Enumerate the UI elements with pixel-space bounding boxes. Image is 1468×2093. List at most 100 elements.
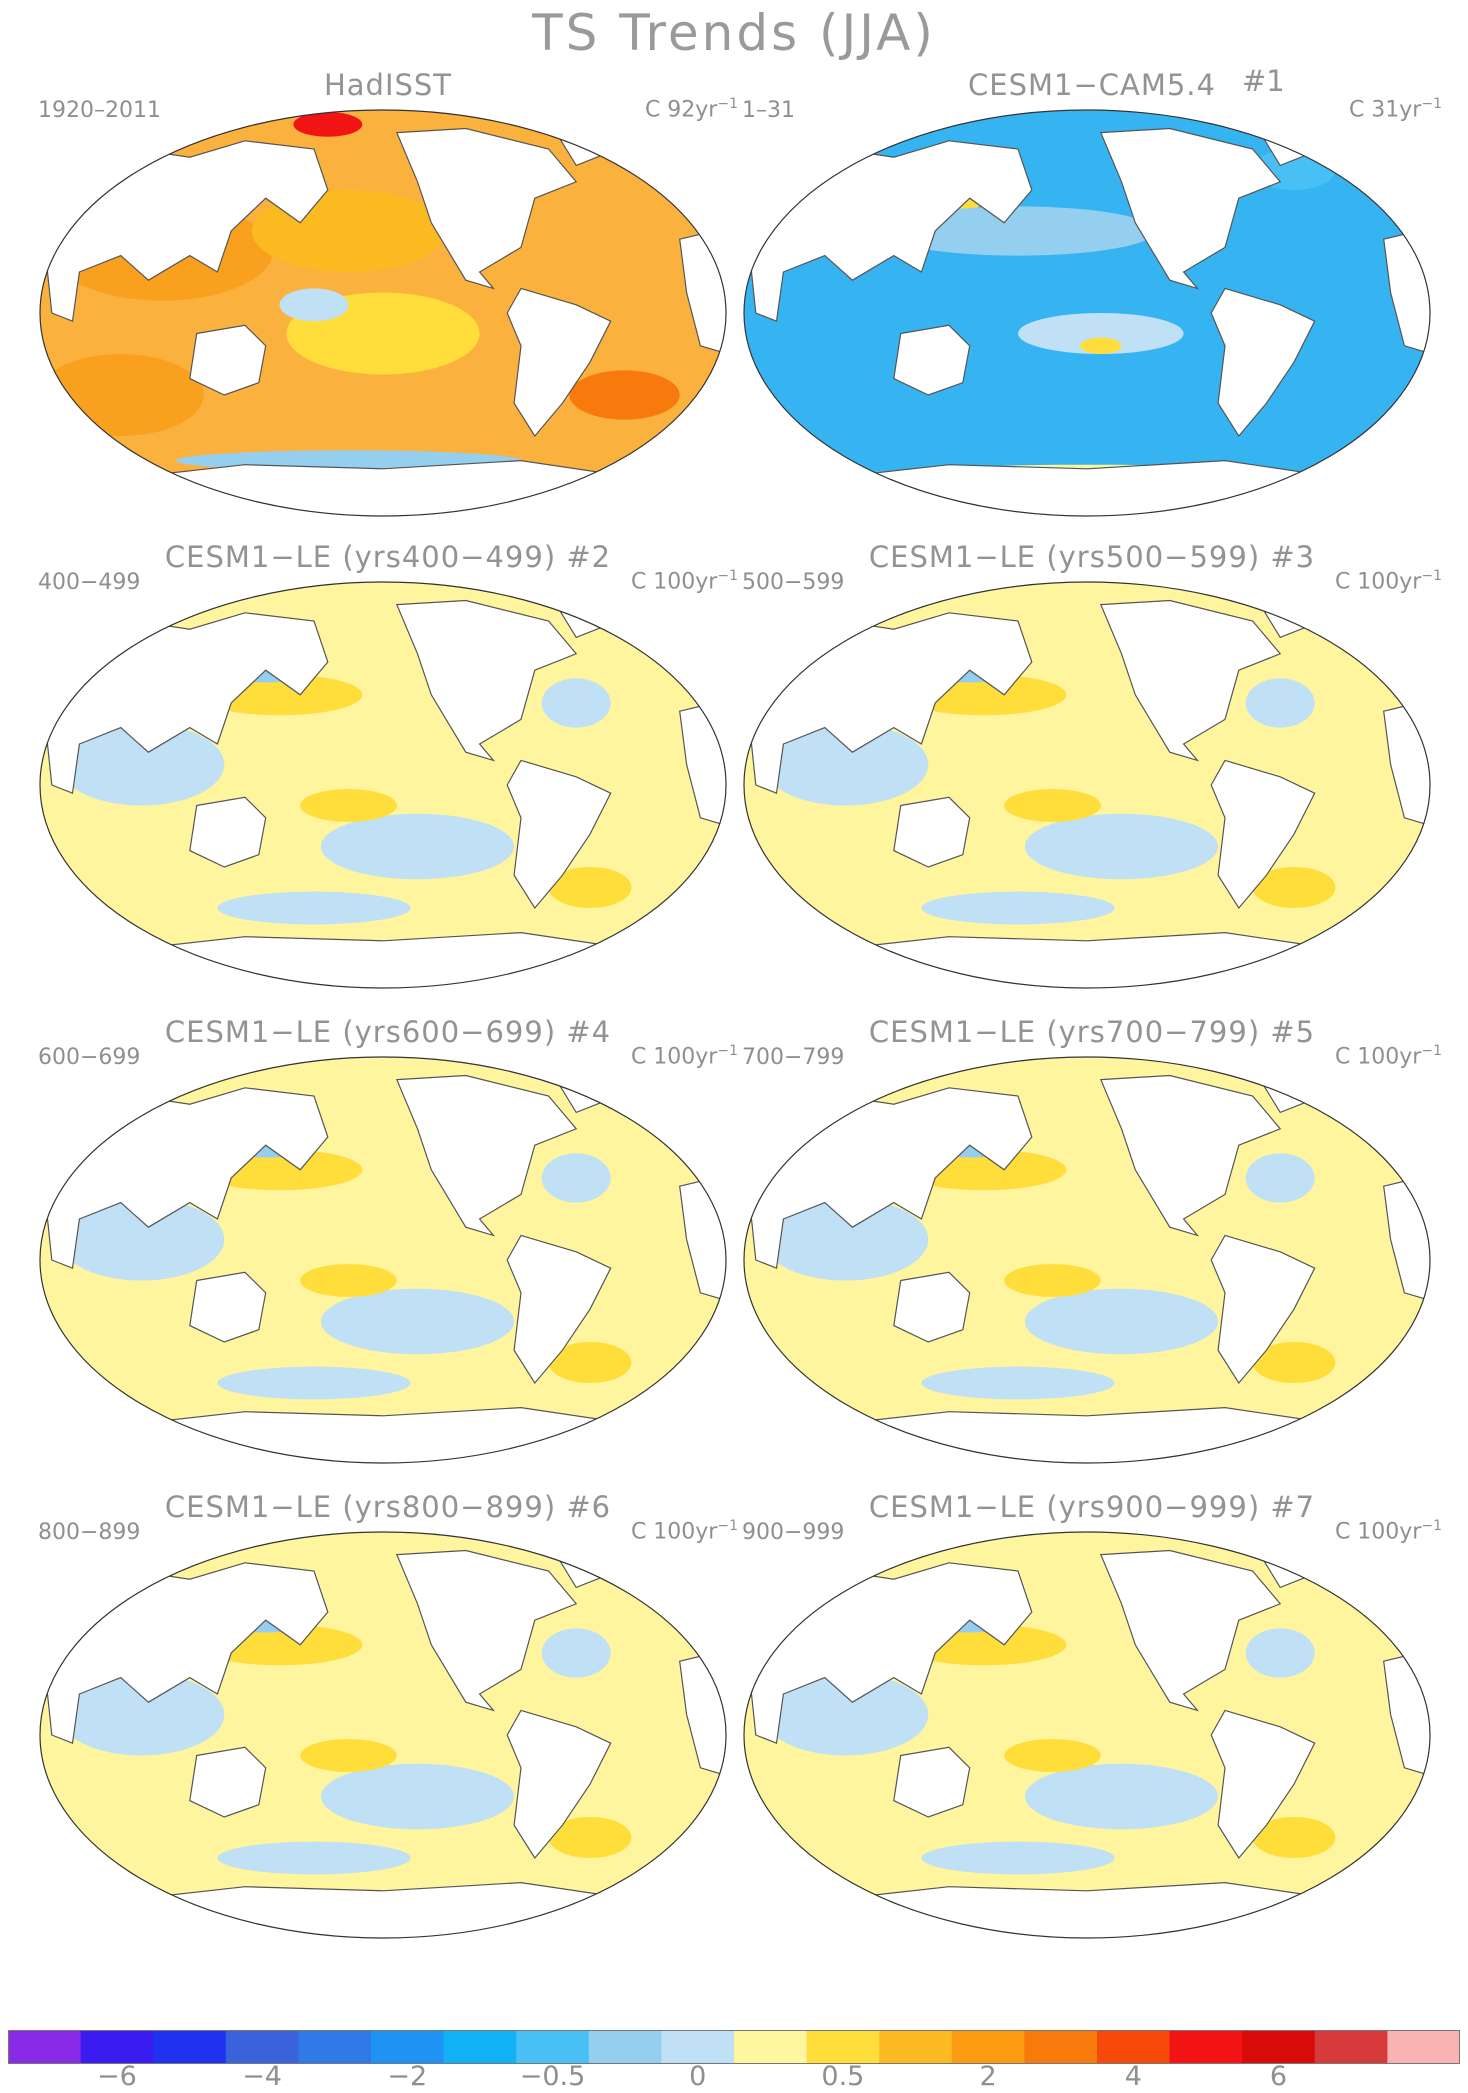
- map-panel: CESM1−LE (yrs600−699) #4 600−699 C 100yr−1: [38, 1015, 738, 1475]
- colorbar-tick-label: −0.5: [519, 2061, 586, 2092]
- land-mass: [1099, 1549, 1282, 1712]
- trend-region: [1252, 1817, 1336, 1858]
- trend-region: [293, 112, 363, 137]
- panel-number: #1: [1242, 64, 1285, 98]
- trend-region: [279, 288, 349, 322]
- panel-units: C 100yr−1: [1334, 1518, 1442, 1545]
- land-mass: [893, 1746, 971, 1818]
- map-plot: [39, 1531, 727, 1939]
- land-mass: [189, 1271, 267, 1343]
- land-mass: [1210, 287, 1316, 438]
- map-panel: CESM1−CAM5.4 #1 1–31 C 31yr−1: [742, 64, 1442, 528]
- land-mass: [395, 599, 578, 762]
- land-mass: [132, 1881, 633, 1938]
- land-mass: [189, 796, 267, 868]
- trend-region: [541, 1153, 611, 1203]
- trend-region: [320, 1288, 515, 1355]
- colorbar-swatch: [443, 2030, 517, 2064]
- colorbar-swatch: [516, 2030, 590, 2064]
- land-mass: [836, 459, 1337, 516]
- trend-region: [921, 1366, 1115, 1400]
- colorbar-swatch: [1387, 2030, 1460, 2064]
- panel-title: CESM1−LE (yrs600−699) #4: [164, 1015, 612, 1049]
- trend-region: [1245, 1628, 1315, 1678]
- colorbar-tick-label: 4: [1124, 2061, 1142, 2092]
- panel-period: 1920–2011: [38, 98, 161, 123]
- trend-region: [40, 354, 204, 436]
- trend-region: [1024, 813, 1219, 880]
- map-border: [743, 1056, 1431, 1464]
- trend-region: [762, 723, 929, 806]
- panel-units: C 100yr−1: [630, 568, 738, 595]
- panel-period: 700−799: [742, 1045, 845, 1070]
- land-mass: [836, 1406, 1337, 1463]
- panel-title: CESM1−LE (yrs900−999) #7: [868, 1490, 1316, 1524]
- map-panel: CESM1−LE (yrs700−799) #5 700−799 C 100yr−1: [742, 1015, 1442, 1475]
- map-border: [743, 581, 1431, 989]
- trend-region: [1024, 1288, 1219, 1355]
- trend-region: [58, 723, 225, 806]
- map-border: [743, 1531, 1431, 1939]
- map-panel: HadISST 1920–2011 C 92yr−1: [38, 68, 738, 528]
- trend-region: [1018, 313, 1184, 354]
- trend-region: [569, 370, 680, 420]
- map-border: [39, 1531, 727, 1939]
- panel-title: CESM1−LE (yrs500−599) #3: [868, 540, 1316, 574]
- colorbar-swatch: [588, 2030, 662, 2064]
- panel-period: 900−999: [742, 1520, 845, 1545]
- trend-region: [217, 1841, 411, 1875]
- trend-region: [541, 1628, 611, 1678]
- map-plot: [39, 581, 727, 989]
- map-plot: [743, 1531, 1431, 1939]
- land-mass: [132, 459, 633, 516]
- panel-units: C 100yr−1: [630, 1043, 738, 1070]
- land-mass: [1210, 1709, 1316, 1860]
- panel-units: C 31yr−1: [1348, 96, 1442, 123]
- panel-units: C 100yr−1: [1334, 568, 1442, 595]
- panel-period: 600−699: [38, 1045, 141, 1070]
- land-mass: [132, 931, 633, 988]
- trend-region: [1245, 1153, 1315, 1203]
- trend-region: [548, 1342, 632, 1383]
- colorbar-swatch: [1097, 2030, 1171, 2064]
- map-panel: CESM1−LE (yrs500−599) #3 500−599 C 100yr−1: [742, 540, 1442, 1000]
- trend-region: [217, 891, 411, 925]
- colorbar-tick-label: −2: [387, 2061, 428, 2092]
- land-mass: [893, 1271, 971, 1343]
- colorbar-swatch: [1242, 2030, 1316, 2064]
- trend-region: [58, 1198, 225, 1281]
- trend-region: [541, 678, 611, 728]
- trend-region: [1024, 1763, 1219, 1830]
- trend-region: [921, 891, 1115, 925]
- land-mass: [1210, 759, 1316, 910]
- land-mass: [836, 931, 1337, 988]
- map-plot: [39, 109, 727, 517]
- panel-period: 800−899: [38, 1520, 141, 1545]
- colorbar-tick-label: 6: [1269, 2061, 1288, 2092]
- land-mass: [1099, 1074, 1282, 1237]
- panel-period: 400−499: [38, 570, 141, 595]
- land-mass: [395, 127, 578, 290]
- colorbar-swatch: [806, 2030, 880, 2064]
- figure-title: TS Trends (JJA): [532, 4, 936, 62]
- colorbar-swatch: [661, 2030, 735, 2064]
- panel-units: C 92yr−1: [644, 96, 738, 123]
- land-mass: [1099, 127, 1282, 290]
- colorbar-tick-label: 0: [689, 2061, 707, 2092]
- land-mass: [506, 1709, 612, 1860]
- trend-region: [1252, 1342, 1336, 1383]
- trend-region: [300, 789, 397, 822]
- colorbar-swatch: [951, 2030, 1025, 2064]
- colorbar-tick-label: 2: [979, 2061, 997, 2092]
- trend-region: [548, 867, 632, 908]
- colorbar-swatch: [371, 2030, 445, 2064]
- panel-title: CESM1−LE (yrs800−899) #6: [164, 1490, 612, 1524]
- trend-region: [58, 1673, 225, 1756]
- map-plot: [743, 581, 1431, 989]
- land-mass: [836, 1881, 1337, 1938]
- trend-region: [762, 1673, 929, 1756]
- trend-region: [1004, 1739, 1101, 1772]
- trend-region: [921, 1841, 1115, 1875]
- trend-region: [320, 1763, 515, 1830]
- land-mass: [506, 759, 612, 910]
